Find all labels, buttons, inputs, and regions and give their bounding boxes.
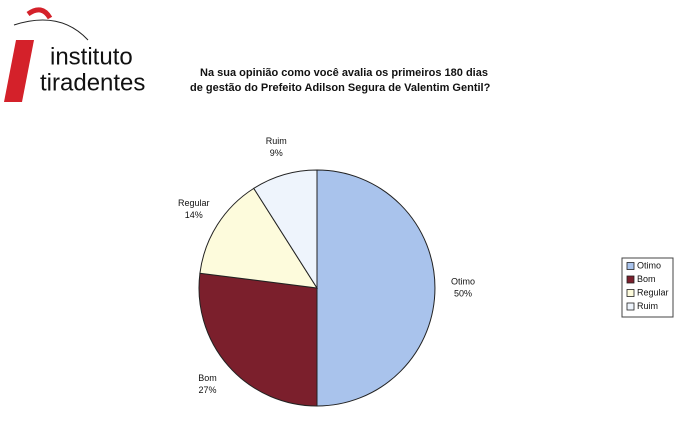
slice-category: Otimo <box>451 276 475 286</box>
legend-swatch <box>626 275 635 284</box>
legend-swatch <box>626 289 635 297</box>
pie-slice <box>199 187 318 289</box>
slice-value-label: 9% <box>270 148 283 158</box>
pie-slice <box>316 169 436 407</box>
pie-slice <box>198 272 318 407</box>
chart-title: Na sua opinião como você avalia os prime… <box>200 67 488 79</box>
legend-label: Regular <box>637 287 669 297</box>
slice-category: Regular <box>178 198 210 208</box>
slice-category: Bom <box>198 373 217 383</box>
logo-swoosh <box>26 7 53 20</box>
logo-arc <box>13 19 89 41</box>
pie-slice <box>253 169 318 290</box>
slice-category: Ruim <box>266 136 287 146</box>
legend-label: Ruim <box>637 301 658 311</box>
legend-swatch <box>626 262 635 270</box>
slice-value-label: 27% <box>198 385 216 395</box>
legend-swatch <box>626 302 635 311</box>
logo-text: instituto <box>50 43 133 70</box>
logo-i <box>4 40 34 102</box>
slice-value-label: 50% <box>454 288 472 298</box>
chart-title: de gestão do Prefeito Adilson Segura de … <box>190 82 491 94</box>
slice-value-label: 14% <box>185 210 203 220</box>
legend-label: Otimo <box>637 260 661 270</box>
legend-label: Bom <box>637 274 656 284</box>
logo-text: tiradentes <box>40 69 145 96</box>
